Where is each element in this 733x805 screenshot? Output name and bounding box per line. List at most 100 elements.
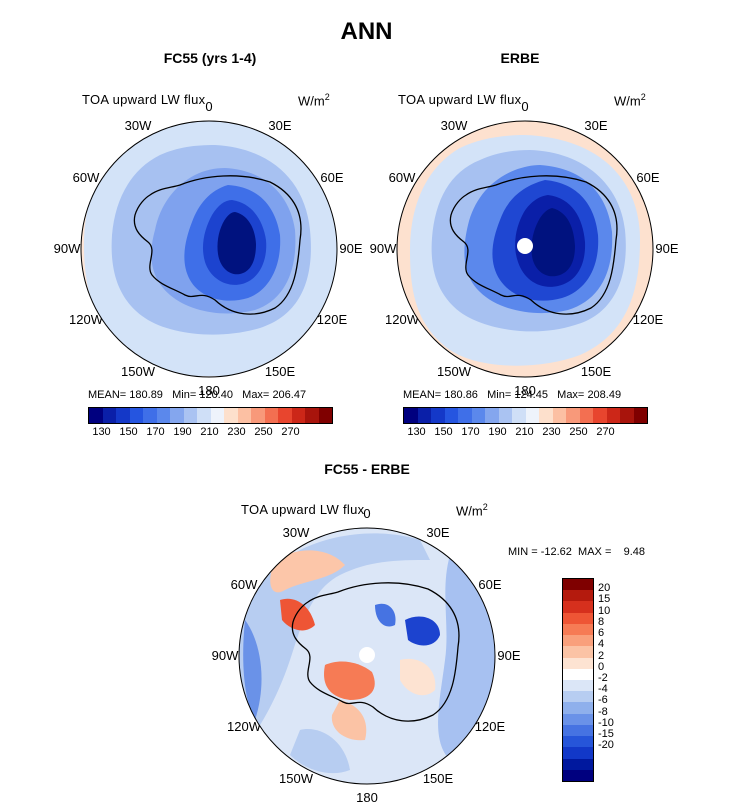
panel3-longitude-label-120e: 120E bbox=[474, 719, 506, 734]
panel1-colorbar-swatch bbox=[116, 408, 130, 423]
panel2-variable: TOA upward LW flux bbox=[398, 92, 522, 107]
panel3-fill-pos2-south bbox=[331, 700, 367, 741]
panel2-mean-label: MEAN= bbox=[403, 389, 442, 401]
panel3-longitude-label-90e: 90E bbox=[497, 648, 521, 663]
panel2-colorbar-tick-label: 230 bbox=[542, 426, 561, 438]
panel1-colorbar-swatch bbox=[197, 408, 211, 423]
panel1-min-value: 120.40 bbox=[199, 389, 233, 401]
panel2-colorbar-tick-label: 210 bbox=[515, 426, 534, 438]
panel3-stats: MIN = -12.62 MAX = 9.48 bbox=[508, 546, 645, 558]
panel1-colorbar-swatch bbox=[318, 408, 332, 423]
panel1-colorbar-swatch bbox=[129, 408, 143, 423]
panel1-mean-label: MEAN= bbox=[88, 389, 127, 401]
panel2-max-value: 208.49 bbox=[587, 389, 622, 401]
panel2-colorbar-swatch bbox=[593, 408, 607, 423]
panel2-longitude-label-90e: 90E bbox=[655, 241, 679, 256]
panel3-colorbar-swatch bbox=[563, 724, 593, 737]
panel1-colorbar-swatch bbox=[210, 408, 224, 423]
panel2-longitude-label-30e: 30E bbox=[584, 118, 608, 134]
panel3-colorbar-tick-label: 8 bbox=[598, 615, 605, 628]
panel2-colorbar-swatch bbox=[512, 408, 526, 423]
panel1-min-label: Min= bbox=[172, 389, 197, 401]
panel2-min-label: Min= bbox=[487, 389, 512, 401]
panel3-colorbar-swatch bbox=[563, 623, 593, 636]
panel2-colorbar-tick-label: 250 bbox=[569, 426, 588, 438]
panel2-colorbar-tick-label: 150 bbox=[434, 426, 453, 438]
panel3-pole-hole bbox=[359, 647, 375, 663]
panel2-colorbar-swatch bbox=[458, 408, 472, 423]
panel1-colorbar-tick-label: 170 bbox=[146, 426, 165, 438]
panel1-polar-disc bbox=[81, 121, 337, 377]
panel2-longitude-label-150e: 150E bbox=[580, 363, 612, 379]
panel1-longitude-label-150e: 150E bbox=[264, 363, 296, 379]
panel2-longitude-label-90w: 90W bbox=[369, 241, 397, 256]
panel2-colorbar-swatch bbox=[566, 408, 580, 423]
panel3-colorbar-tick-label: -20 bbox=[598, 739, 614, 752]
panel1-longitude-label-120w: 120W bbox=[69, 312, 103, 327]
panel2-longitude-label-150w: 150W bbox=[437, 363, 471, 379]
panel3-longitude-label-90w: 90W bbox=[211, 648, 239, 663]
panel3-colorbar-tick-label: 2 bbox=[598, 649, 605, 662]
panel1-colorbar-swatch bbox=[170, 408, 184, 423]
panel1-max-label: Max= bbox=[242, 389, 270, 401]
panel1-colorbar-swatch bbox=[102, 408, 116, 423]
panel1-colorbar-labels: 130 150 170 190 210 230 250 270 bbox=[88, 426, 331, 440]
panel1-coastline bbox=[133, 175, 302, 315]
panel1-colorbar-swatch bbox=[183, 408, 197, 423]
panel3-fill-neg6-west bbox=[243, 620, 262, 720]
figure-title: ANN bbox=[340, 18, 393, 45]
panel2-colorbar-swatch bbox=[633, 408, 647, 423]
panel2-min-value: 124.45 bbox=[514, 389, 548, 401]
panel2-colorbar-swatch bbox=[417, 408, 431, 423]
panel2-units-base: W/m bbox=[614, 93, 641, 109]
panel3-map-border bbox=[238, 527, 496, 785]
panel1-colorbar-swatch bbox=[251, 408, 265, 423]
panel1-longitude-label-60w: 60W bbox=[72, 170, 100, 185]
panel3-colorbar-swatch bbox=[563, 601, 593, 613]
panel3-fill-neg4-east bbox=[438, 555, 495, 760]
panel2-subtitle: ERBE bbox=[500, 50, 540, 66]
panel3-fill-neg6-interior bbox=[375, 603, 396, 627]
panel2-fill-130 bbox=[531, 208, 575, 277]
panel1-colorbar-swatch bbox=[156, 408, 170, 423]
panel3-units-exp: 2 bbox=[482, 502, 488, 512]
panel3-colorbar-swatch bbox=[563, 747, 593, 759]
panel1-colorbar-swatch bbox=[305, 408, 319, 423]
panel3-longitude-label-120w: 120W bbox=[227, 719, 261, 734]
panel2-colorbar-swatch bbox=[485, 408, 499, 423]
panel2-colorbar-swatch bbox=[431, 408, 445, 423]
panel3-longitude-label-30w: 30W bbox=[282, 525, 310, 541]
panel3-longitude-label-150w: 150W bbox=[279, 770, 313, 786]
panel3-colorbar-tick-label: -10 bbox=[598, 716, 614, 729]
panel1-colorbar-tick-label: 230 bbox=[227, 426, 246, 438]
panel1-colorbar-swatch bbox=[89, 408, 103, 423]
panel2-map-border bbox=[396, 120, 654, 378]
panel3-longitude-label-60e: 60E bbox=[478, 577, 502, 592]
panel2-colorbar-labels: 130 150 170 190 210 230 250 270 bbox=[403, 426, 646, 440]
panel1-longitude-label-0: 0 bbox=[205, 99, 213, 114]
panel1-units-exp: 2 bbox=[324, 92, 330, 102]
panel3-colorbar-swatch bbox=[563, 769, 593, 781]
panel2-units-exp: 2 bbox=[640, 92, 646, 102]
panel3-longitude-label-150e: 150E bbox=[422, 770, 454, 786]
panel3-colorbar-tick-label: -2 bbox=[598, 672, 608, 684]
panel2-coastline bbox=[449, 175, 618, 315]
panel1-longitude-label-90e: 90E bbox=[339, 241, 363, 256]
panel3-colorbar-swatch bbox=[563, 635, 593, 647]
panel2-colorbar-swatch bbox=[444, 408, 458, 423]
panel2-pole-hole bbox=[517, 238, 533, 254]
panel3-colorbar-tick-label: 20 bbox=[598, 582, 611, 595]
panel1-longitude-label-120e: 120E bbox=[316, 312, 348, 327]
panel2-longitude-label-120w: 120W bbox=[385, 312, 419, 327]
panel3-variable: TOA upward LW flux bbox=[241, 502, 365, 517]
panel2-colorbar-swatch bbox=[606, 408, 620, 423]
panel3-longitude-label-60w: 60W bbox=[230, 577, 258, 592]
panel3-fill-pos2-north bbox=[270, 550, 345, 593]
panel3-colorbar-tick-label: 4 bbox=[598, 638, 605, 651]
panel1-subtitle: FC55 (yrs 1-4) bbox=[163, 50, 257, 66]
panel3-colorbar-swatch bbox=[563, 668, 593, 680]
panel2-longitude-label-0: 0 bbox=[521, 99, 529, 114]
panel1-colorbar-swatch bbox=[237, 408, 251, 423]
panel3-fill-pos1-east bbox=[400, 658, 436, 696]
panel3-fill-pos8-peninsula bbox=[280, 598, 315, 631]
